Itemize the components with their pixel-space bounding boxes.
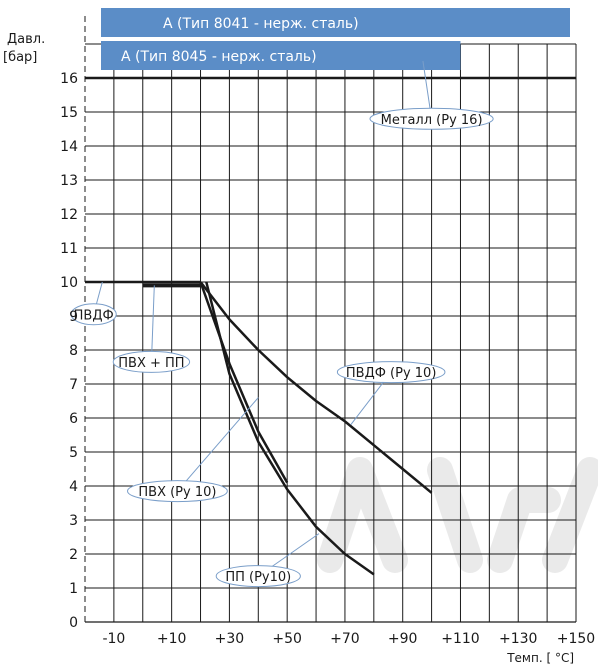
callout-oval-3 [336,361,446,384]
x-tick-label: +30 [215,631,245,647]
y-tick-label: 16 [60,71,78,87]
watermark-layer [317,457,598,573]
x-tick-label: +110 [441,631,479,647]
y-tick-label: 3 [69,513,78,529]
range-band-1 [101,41,461,70]
y-tick-label: 2 [69,547,78,563]
y-tick-label: 9 [69,309,78,325]
range-band-label-1: A (Тип 8045 - нерж. сталь) [121,49,317,65]
y-tick-label: 8 [69,343,78,359]
y-tick-label: 14 [60,139,78,155]
x-tick-label: +70 [330,631,360,647]
callout-oval-1 [70,303,117,326]
callout-label-4: ПВХ (Ру 10) [138,485,216,500]
callout-label-0: Металл (Ру 16) [381,113,483,128]
y-tick-label: 7 [69,377,78,393]
callout-leader-4 [177,397,259,492]
series-layer [85,76,576,576]
range-band-0 [101,8,570,37]
y-tick-label: 5 [69,445,78,461]
x-tick-label: +10 [157,631,187,647]
watermark-stroke-0 [317,457,408,573]
y-tick-label: 1 [69,581,78,597]
y-axis-label-line2: [бар] [3,50,37,65]
series-line-3 [199,281,433,494]
x-tick-label: +50 [272,631,302,647]
callout-label-3: ПВДФ (Ру 10) [346,366,437,381]
y-tick-label: 11 [60,241,78,257]
x-axis-label: Темп. [ °C] [506,651,574,665]
y-tick-label: 15 [60,105,78,121]
callout-label-5: ПП (Ру10) [225,570,291,585]
y-tick-label: 0 [69,615,78,631]
x-tick-label: +130 [499,631,537,647]
callouts-layer: Металл (Ру 16) ПВДФ ПВХ + ПП ПВДФ (Ру 10) ПВ… [70,60,494,588]
y-tick-label: 12 [60,207,78,223]
callout-label-1: ПВДФ [74,308,114,323]
watermark-stroke-2 [487,487,561,573]
y-tick-label: 6 [69,411,78,427]
watermark-stroke-3 [542,457,598,573]
series-line-5 [205,281,375,576]
x-tick-label: +90 [388,631,418,647]
x-tick-label: +150 [557,631,595,647]
callout-label-2: ПВХ + ПП [118,356,184,371]
x-tick-label: -10 [102,631,125,647]
callout-oval-2 [112,350,191,373]
range-bands: A (Тип 8041 - нерж. сталь) A (Тип 8045 - … [101,8,570,70]
y-tick-label: 10 [60,275,78,291]
y-tick-label: 13 [60,173,78,189]
series-line-4 [199,281,289,484]
y-tick-label: 4 [69,479,78,495]
callout-oval-4 [127,480,228,503]
callout-oval-0 [369,107,494,130]
y-axis-label-line1: Давл. [7,32,45,47]
watermark-stroke-1 [427,457,483,573]
callout-oval-5 [215,565,301,588]
callout-leader-2 [150,285,155,362]
range-band-label-0: A (Тип 8041 - нерж. сталь) [163,16,359,32]
